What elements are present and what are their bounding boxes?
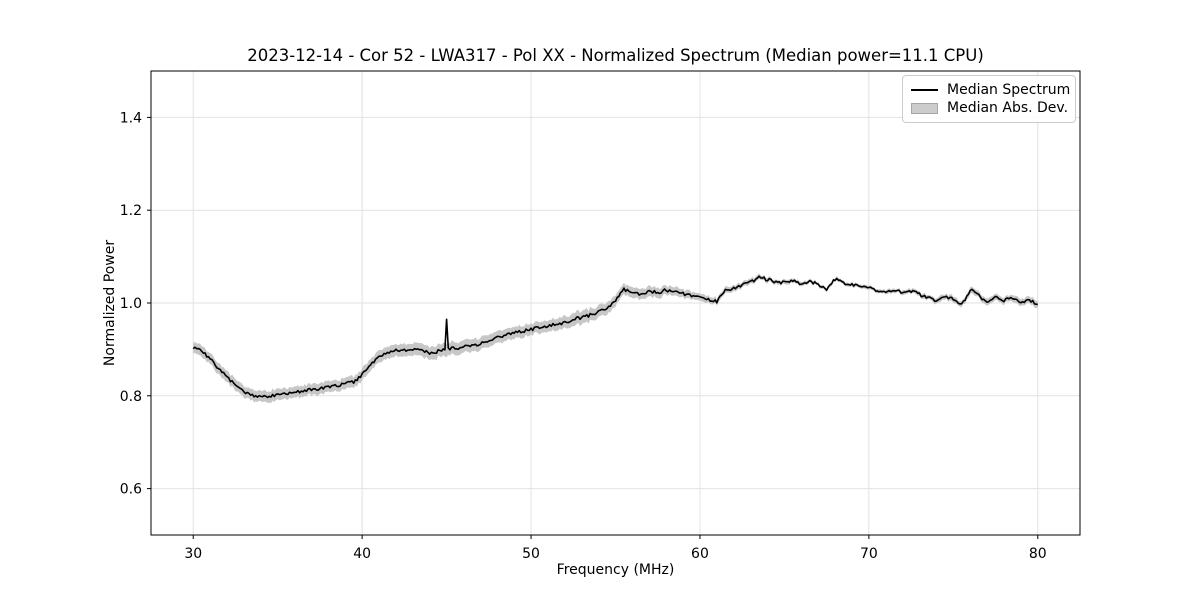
x-axis-label: Frequency (MHz) xyxy=(556,562,675,578)
y-tick-label: 1.2 xyxy=(120,203,142,219)
legend: Median Spectrum Median Abs. Dev. xyxy=(902,75,1076,123)
x-tick-label: 80 xyxy=(1029,546,1047,562)
y-tick-label: 0.8 xyxy=(120,389,142,405)
y-tick-label: 1.0 xyxy=(120,296,142,312)
legend-entry-median-abs-dev: Median Abs. Dev. xyxy=(911,99,1069,117)
legend-label-median-spectrum: Median Spectrum xyxy=(947,82,1071,98)
y-tick-label: 0.6 xyxy=(120,482,142,498)
line-swatch-icon xyxy=(911,89,938,91)
mad-band xyxy=(193,273,1038,404)
legend-label-median-abs-dev: Median Abs. Dev. xyxy=(947,100,1069,116)
chart-title: 2023-12-14 - Cor 52 - LWA317 - Pol XX - … xyxy=(247,46,984,65)
x-tick-label: 40 xyxy=(353,546,371,562)
patch-swatch-icon xyxy=(911,102,938,114)
median-spectrum-line xyxy=(192,275,1038,399)
x-tick-label: 60 xyxy=(691,546,709,562)
x-tick-label: 30 xyxy=(184,546,202,562)
y-tick-label: 1.4 xyxy=(120,110,142,126)
y-axis-label: Normalized Power xyxy=(102,239,118,367)
axis-ticks: 30 40 50 60 70 80 0.6 0.8 1.0 1.2 1.4 xyxy=(120,110,1047,562)
legend-entry-median-spectrum: Median Spectrum xyxy=(911,81,1071,99)
x-tick-label: 70 xyxy=(860,546,878,562)
x-tick-label: 50 xyxy=(522,546,540,562)
